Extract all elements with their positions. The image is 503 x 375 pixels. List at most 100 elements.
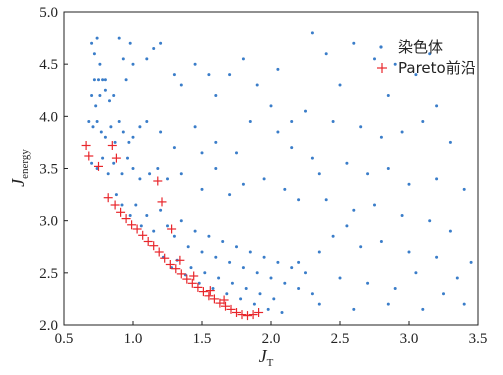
- y-tick-label: 2.0: [39, 318, 58, 334]
- chromosome-point: [179, 219, 183, 223]
- chromosome-point: [276, 260, 280, 264]
- pareto-point: [81, 141, 91, 150]
- chromosome-point: [112, 161, 116, 165]
- pareto-point: [175, 255, 185, 265]
- chromosome-point: [338, 83, 342, 87]
- chromosome-point: [214, 167, 218, 170]
- pareto-point: [205, 286, 215, 296]
- pareto-point: [111, 153, 121, 163]
- chromosome-point: [338, 276, 342, 280]
- chromosome-point: [297, 260, 301, 264]
- pareto-point: [189, 271, 199, 281]
- pareto-point: [160, 253, 170, 263]
- chromosome-point: [179, 83, 183, 87]
- chromosome-point: [152, 229, 156, 233]
- chromosome-point: [379, 240, 383, 243]
- chromosome-point: [200, 151, 204, 155]
- chromosome-point: [97, 78, 100, 82]
- chromosome-point: [442, 292, 445, 296]
- chromosome-point: [255, 83, 259, 87]
- chromosome-point: [290, 266, 294, 270]
- chromosome-point: [317, 250, 321, 254]
- chromosome-point: [448, 140, 452, 144]
- pareto-point: [138, 230, 148, 240]
- chromosome-point: [386, 167, 390, 170]
- chromosome-point: [379, 135, 383, 139]
- chromosome-point: [90, 41, 94, 45]
- x-tick-label: 1.5: [193, 331, 212, 347]
- chromosome-point: [280, 311, 284, 314]
- legend-dot-marker: [379, 45, 383, 49]
- chromosome-point: [126, 156, 129, 160]
- chromosome-point: [272, 297, 276, 301]
- chromosome-point: [345, 224, 349, 228]
- chromosome-point: [469, 260, 473, 264]
- chromosome-point: [121, 57, 125, 61]
- pareto-point: [198, 287, 208, 297]
- pareto-point: [237, 310, 247, 320]
- pareto-point: [121, 214, 131, 224]
- chromosome-point: [94, 104, 98, 108]
- chromosome-point: [145, 214, 149, 217]
- chromosome-point: [221, 240, 225, 243]
- pareto-point: [165, 260, 175, 269]
- chromosome-point: [90, 161, 94, 165]
- chromosome-point: [159, 41, 163, 45]
- chromosome-point: [124, 78, 128, 82]
- chromosome-point: [366, 281, 370, 285]
- chromosome-point: [152, 47, 156, 50]
- y-tick-label: 2.5: [39, 266, 58, 282]
- chromosome-point: [373, 203, 376, 207]
- chromosome-point: [200, 250, 204, 254]
- chromosome-point: [159, 130, 163, 134]
- chromosome-point: [428, 219, 432, 223]
- chromosome-point: [276, 67, 280, 71]
- chromosome-point: [276, 130, 280, 134]
- chromosome-point: [235, 151, 238, 155]
- chromosome-point: [95, 36, 99, 40]
- chromosome-point: [255, 271, 259, 275]
- pareto-point: [193, 282, 203, 292]
- chromosome-point: [87, 120, 91, 123]
- chromosome-point: [207, 73, 211, 77]
- chromosome-point: [189, 266, 193, 270]
- chromosome-point: [421, 307, 425, 311]
- chromosome-point: [400, 130, 404, 134]
- chromosome-point: [262, 177, 266, 181]
- chromosome-point: [331, 120, 335, 123]
- chromosome-point: [448, 229, 452, 233]
- chromosome-point: [99, 130, 103, 134]
- chromosome-point: [266, 307, 270, 311]
- chromosome-point: [407, 250, 411, 254]
- chromosome-point: [435, 177, 439, 181]
- chromosome-point: [297, 287, 301, 290]
- chromosome-point: [117, 120, 121, 123]
- chromosome-point: [331, 234, 335, 238]
- pareto-point: [84, 151, 94, 161]
- pareto-point: [204, 291, 214, 301]
- chromosome-point: [235, 245, 238, 249]
- pareto-point: [149, 241, 159, 251]
- chromosome-point: [121, 130, 125, 134]
- y-tick-label: 3.5: [39, 162, 58, 178]
- chromosome-point: [248, 250, 252, 254]
- chromosome-point: [310, 292, 314, 296]
- chromosome-point: [193, 229, 197, 233]
- chromosome-point: [421, 120, 425, 123]
- chromosome-point: [228, 260, 232, 264]
- chromosome-point: [193, 62, 197, 66]
- legend-plus-marker: [377, 63, 387, 73]
- chromosome-point: [241, 182, 245, 186]
- x-tick-label: 2.5: [331, 331, 350, 347]
- chromosome-point: [120, 203, 124, 207]
- chromosome-point: [172, 234, 176, 238]
- chromosome-point: [435, 104, 439, 108]
- legend-label-chromosome: 染色体: [398, 38, 443, 56]
- chromosome-point: [228, 193, 232, 197]
- chromosome-point: [262, 255, 266, 259]
- chromosome-point: [95, 167, 99, 170]
- y-tick-label: 3.0: [39, 214, 58, 230]
- pareto-point: [232, 308, 241, 317]
- chromosome-point: [393, 62, 397, 66]
- chromosome-point: [283, 187, 287, 191]
